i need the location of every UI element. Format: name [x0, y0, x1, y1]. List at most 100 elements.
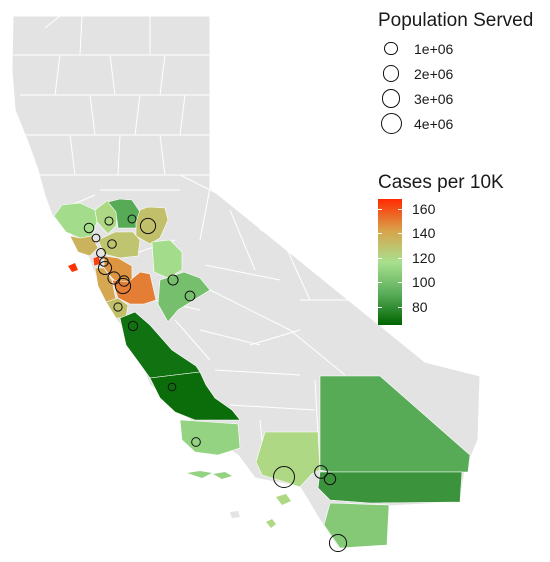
size-legend-circle — [381, 89, 401, 108]
size-legend-label: 2e+06 — [414, 65, 454, 82]
site-circle-santa-cruz — [113, 302, 123, 312]
color-legend-tick-label: 120 — [412, 249, 436, 266]
color-legend-tick-label: 100 — [412, 274, 436, 291]
site-circle-modesto — [184, 290, 196, 302]
island-shape — [266, 519, 276, 528]
site-circle-san-luis-obispo — [167, 382, 177, 392]
color-legend-tick-mark — [398, 257, 402, 259]
color-legend-tick-mark — [398, 208, 402, 210]
county-border-line — [109, 54, 116, 96]
site-circle-san-rafael — [96, 248, 106, 258]
island-shape — [213, 472, 232, 479]
county-border-line — [44, 16, 61, 29]
site-circle-san-diego — [328, 533, 348, 553]
county-border-line — [249, 329, 301, 346]
county-border-line — [69, 134, 76, 176]
region-san-francisco — [92, 255, 102, 267]
county-border-line — [159, 134, 166, 176]
county-border-line — [89, 94, 96, 136]
size-legend-item: 2e+06 — [378, 61, 538, 86]
region-santa-cruz — [105, 297, 129, 319]
region-los-angeles — [255, 431, 321, 488]
island-shape — [276, 494, 291, 505]
county-border-line — [199, 187, 211, 241]
region-santa-clara — [111, 271, 157, 305]
size-legend-label: 3e+06 — [414, 90, 454, 107]
region-riverside — [317, 471, 463, 504]
region-marin — [69, 235, 99, 257]
size-legend-item: 3e+06 — [378, 86, 538, 111]
county-border-line — [229, 404, 316, 411]
size-legend-symbol — [378, 113, 404, 134]
site-circle-santa-barbara — [191, 437, 201, 447]
size-legend-symbol — [378, 41, 404, 56]
color-legend-tick-mark — [398, 306, 402, 308]
county-border-line — [174, 319, 211, 361]
color-legend-tick-label: 140 — [412, 225, 436, 242]
site-circle-monterey — [127, 320, 139, 332]
color-legend-tick-mark — [398, 282, 402, 284]
county-border-line — [204, 264, 281, 281]
size-legend-circle — [380, 113, 402, 134]
county-border-line — [179, 94, 186, 136]
color-legend-tick-mark — [378, 306, 382, 308]
size-legend-symbol — [378, 65, 404, 82]
county-border-line — [229, 209, 256, 271]
size-legend-circle — [384, 41, 398, 56]
color-legend-tick-mark — [378, 257, 382, 259]
region-san-bernardino — [319, 375, 471, 473]
size-legend-title: Population Served — [378, 10, 534, 31]
site-circle-davis — [127, 214, 137, 224]
color-legend-tick-label: 160 — [412, 200, 436, 217]
size-legend-label: 4e+06 — [414, 115, 454, 132]
size-legend: 1e+06 2e+06 3e+06 4e+06 — [378, 36, 538, 136]
region-monterey — [119, 311, 201, 379]
site-circle-vallejo — [107, 239, 117, 249]
site-circle-san-bernardino — [314, 465, 328, 479]
color-legend-title: Cases per 10K — [378, 172, 504, 193]
size-legend-circle — [382, 65, 400, 82]
island-shape — [68, 263, 78, 272]
site-circle-los-angeles — [273, 466, 295, 488]
island-shape — [230, 511, 240, 518]
region-santa-barbara — [179, 419, 241, 456]
color-legend-tick-mark — [398, 233, 402, 235]
county-border-line — [209, 289, 291, 331]
county-border-line — [284, 244, 311, 301]
size-legend-item: 4e+06 — [378, 111, 538, 136]
county-border-line — [134, 94, 141, 136]
site-circle-santa-rosa — [83, 222, 95, 234]
county-border-line — [79, 16, 83, 56]
site-circle-novato — [91, 233, 101, 243]
site-circle-stockton — [167, 274, 179, 286]
county-border-line — [199, 329, 261, 346]
island-shape — [187, 471, 212, 478]
color-legend-tick-mark — [378, 282, 382, 284]
site-circles — [83, 214, 348, 553]
region-san-diego — [323, 502, 390, 549]
color-legend-tick-mark — [378, 208, 382, 210]
size-legend-symbol — [378, 89, 404, 108]
county-border-line — [54, 54, 61, 96]
site-circle-san-francisco — [97, 260, 113, 276]
county-border-line — [289, 329, 346, 376]
size-legend-item: 1e+06 — [378, 36, 538, 61]
color-legend: 160 140 120 100 80 — [378, 199, 498, 325]
site-circle-riverside — [323, 472, 337, 486]
color-legend-tick-mark — [378, 233, 382, 235]
site-circle-napa — [104, 216, 114, 226]
region-sacramento — [135, 206, 169, 245]
region-san-joaquin — [151, 239, 183, 279]
region-contra-costa — [97, 231, 141, 259]
site-circle-sacramento — [139, 217, 157, 235]
county-border-line — [159, 54, 166, 96]
county-borders — [13, 16, 380, 471]
channel-islands — [68, 263, 291, 528]
county-border-line — [117, 134, 121, 176]
color-legend-tick-label: 80 — [412, 298, 428, 315]
region-san-luis-obispo — [149, 371, 241, 421]
county-border-line — [214, 369, 301, 376]
region-napa — [94, 199, 119, 235]
site-circle-san-jose — [114, 277, 132, 295]
